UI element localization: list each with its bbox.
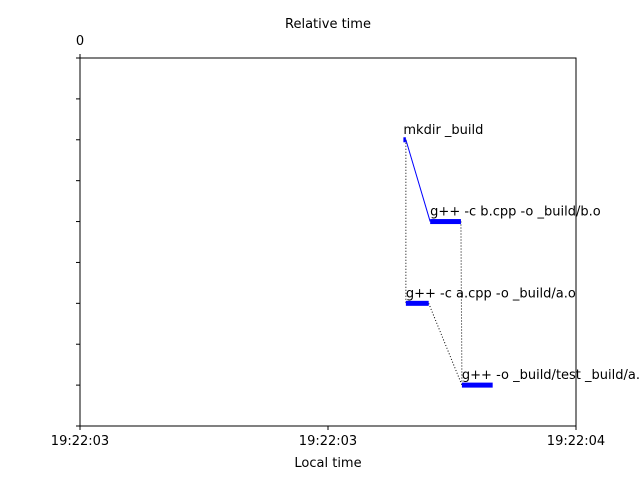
- axes: 19:22:03 19:22:03 19:22:04: [51, 54, 605, 449]
- task-bar-2: [405, 300, 429, 306]
- task-bar-3: [461, 382, 493, 388]
- task-bar-0: [403, 137, 406, 143]
- task-label-2: g++ -c a.cpp -o _build/a.o: [406, 286, 576, 301]
- x-tick-label-0: 19:22:03: [51, 434, 109, 449]
- task-bar-1: [430, 219, 461, 225]
- chart-title: Relative time: [285, 17, 371, 32]
- x-tick-label-1: 19:22:03: [299, 434, 357, 449]
- task-label-3: g++ -o _build/test _build/a.o _build/b.o: [462, 368, 640, 383]
- task-label-1: g++ -c b.cpp -o _build/b.o: [430, 205, 601, 220]
- dependency-line-2: [460, 221, 463, 386]
- top-axis-tick-label: 0: [76, 34, 84, 49]
- x-tick-label-2: 19:22:04: [547, 434, 605, 449]
- dependency-lines: [405, 139, 463, 386]
- task-label-0: mkdir _build: [403, 123, 483, 138]
- task-bars: [403, 137, 493, 388]
- dependency-line-0: [405, 139, 431, 222]
- task-labels: mkdir _build g++ -c b.cpp -o _build/b.o g+…: [403, 123, 640, 383]
- x-axis-label: Local time: [294, 456, 361, 471]
